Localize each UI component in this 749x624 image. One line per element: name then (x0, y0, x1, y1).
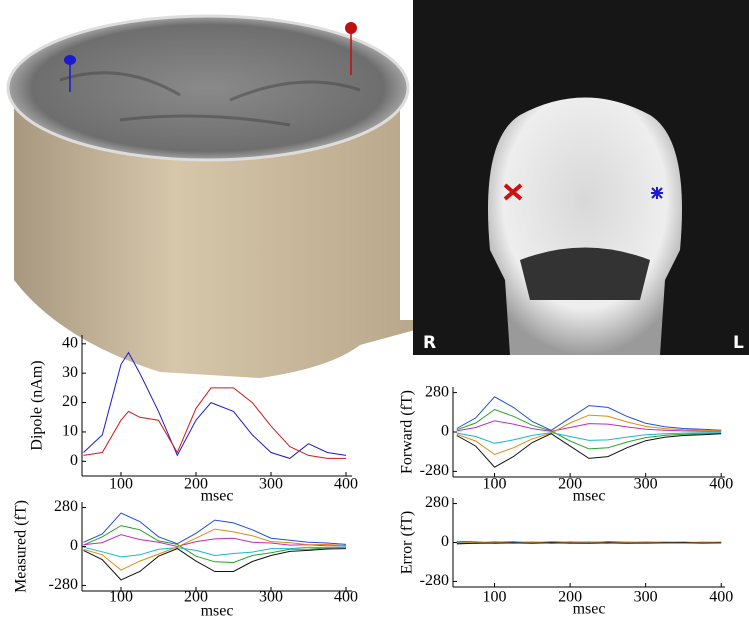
mri-label: R (423, 333, 436, 353)
y-tick-label: 0 (70, 452, 78, 469)
y-axis-label: Measured (fT) (13, 500, 30, 593)
dipole-marker (651, 187, 663, 199)
y-tick-label: -280 (49, 576, 78, 593)
series-line (457, 397, 721, 431)
x-tick-label: 400 (334, 476, 358, 493)
x-tick-label: 300 (259, 476, 283, 493)
series-line (84, 547, 347, 557)
x-tick-label: 100 (109, 589, 133, 606)
mri-label: L (733, 333, 744, 353)
y-tick-label: 0 (70, 537, 78, 554)
head-render (8, 16, 415, 378)
y-tick-label: 0 (441, 423, 449, 440)
x-tick-label: 300 (634, 476, 658, 493)
mri-cavity (520, 248, 650, 301)
x-tick-label: 300 (634, 589, 658, 606)
pin-head (64, 55, 76, 65)
mri-slice: R L (413, 0, 749, 355)
y-tick-label: 20 (62, 393, 78, 410)
x-tick-label: 300 (259, 589, 283, 606)
x-axis-label: msec (573, 488, 606, 505)
y-tick-label: -280 (420, 462, 449, 479)
series-line (457, 434, 721, 468)
pin-head (345, 22, 357, 34)
y-tick-label: 30 (62, 364, 78, 381)
y-tick-label: 40 (62, 334, 78, 351)
x-tick-label: 100 (483, 589, 507, 606)
figure: R L 010203040100200300400msecDipole (nAm… (0, 0, 749, 624)
y-tick-label: 0 (441, 533, 449, 550)
x-axis-label: msec (573, 601, 606, 618)
series-line (84, 388, 347, 459)
y-tick-label: -280 (420, 572, 449, 589)
series-line (84, 549, 347, 580)
mri-head (488, 98, 682, 356)
y-tick-label: 280 (425, 383, 449, 400)
x-tick-label: 400 (334, 589, 358, 606)
y-axis-label: Error (fT) (399, 511, 416, 575)
x-tick-label: 100 (483, 476, 507, 493)
x-axis-label: msec (201, 603, 234, 620)
y-tick-label: 280 (54, 498, 78, 515)
y-axis-label: Dipole (nAm) (29, 360, 46, 450)
y-axis-label: Forward (fT) (399, 390, 416, 474)
x-tick-label: 400 (709, 476, 733, 493)
x-tick-label: 400 (709, 589, 733, 606)
y-tick-label: 280 (425, 494, 449, 511)
y-tick-label: 10 (62, 423, 78, 440)
x-axis-label: msec (201, 488, 234, 505)
x-tick-label: 100 (109, 476, 133, 493)
